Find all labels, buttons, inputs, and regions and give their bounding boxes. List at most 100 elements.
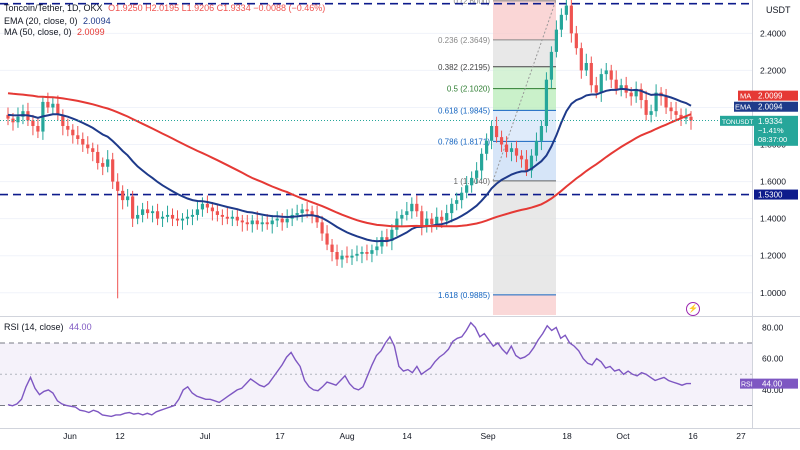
candle-body — [131, 196, 135, 219]
candle-body — [160, 216, 165, 219]
candle-body — [66, 126, 70, 130]
candle-body — [554, 29, 558, 52]
candle-body — [619, 85, 623, 89]
support-resistance-lines — [0, 2, 752, 196]
fib-zone — [493, 88, 556, 111]
candle-body — [61, 114, 65, 126]
candle-body — [634, 88, 638, 97]
rsi-tick-label: 80.00 — [762, 322, 784, 332]
candle-body — [504, 144, 509, 152]
lightning-icon[interactable]: ⚡ — [686, 302, 700, 316]
time-tick-label: Jul — [200, 431, 211, 441]
rsi-tag-value-box — [754, 378, 798, 389]
candle-body — [255, 220, 259, 225]
candle-body — [544, 79, 549, 126]
candle-body — [425, 218, 429, 227]
candle-body — [475, 170, 479, 178]
candle-body — [136, 214, 140, 219]
ema-legend-value: 2.0094 — [83, 16, 111, 26]
ema-legend[interactable]: EMA (20, close, 0) 2.0094 — [4, 16, 111, 27]
candle-body — [674, 111, 678, 115]
candle-body — [689, 116, 693, 121]
candle-body — [46, 101, 50, 108]
candle-body — [265, 222, 269, 225]
candle-body — [604, 70, 608, 75]
candle-body — [405, 211, 409, 215]
time-tick-label: 18 — [562, 431, 572, 441]
fib-zone — [493, 39, 556, 67]
candle-body — [340, 255, 344, 260]
fib-zone — [493, 66, 556, 89]
candle-body — [155, 211, 160, 219]
candle-body — [669, 107, 673, 112]
candle-body — [375, 246, 379, 251]
rsi-legend[interactable]: RSI (14, close) 44.00 — [4, 322, 92, 333]
ema-tag-value-box — [754, 101, 798, 112]
candle-body — [480, 153, 484, 171]
candle-body — [649, 111, 653, 115]
ohlc-readout: O1.9250 H2.0195 L1.9206 C1.9334 −0.0088 … — [108, 3, 326, 13]
candle-body — [465, 185, 469, 193]
price-tick-label: 1.0000 — [760, 288, 786, 298]
candle-body — [440, 216, 444, 221]
candle-body — [101, 163, 105, 167]
candle-body — [410, 203, 414, 212]
candle-body — [91, 148, 95, 152]
ema-20-line — [7, 87, 692, 243]
ema-tag-badge — [734, 101, 754, 112]
candle-body — [514, 148, 519, 156]
candle-body — [489, 126, 494, 141]
price-tick-label: 1.2000 — [760, 251, 786, 261]
fib-level-label: 0.236 (2.3649) — [438, 36, 490, 45]
fib-zone — [493, 180, 556, 295]
time-tick-label: 27 — [736, 431, 746, 441]
candle-body — [230, 216, 234, 219]
candle-body — [270, 220, 274, 225]
candle-body — [435, 216, 439, 225]
time-tick-label: 16 — [688, 431, 698, 441]
candle-body — [564, 5, 568, 15]
ma-tag-badge — [738, 90, 754, 101]
candle-body — [330, 244, 334, 252]
candle-body — [584, 63, 588, 71]
candle-body — [315, 214, 319, 223]
candle-body — [684, 116, 688, 119]
candle-body — [205, 203, 210, 208]
fib-level-label: 0.5 (2.1020) — [447, 85, 490, 94]
rsi-legend-label: RSI (14, close) — [4, 322, 64, 332]
candle-body — [524, 159, 529, 171]
candle-body — [534, 140, 539, 156]
price-tags: MA 2.0099 EMA 2.0094 TONUSDT 1.9334−1.41%08:3… — [720, 90, 798, 389]
candle-body — [170, 214, 175, 219]
fibonacci-retracement: 0 (2.6000)0.236 (2.3649)0.382 (2.2195)0.… — [438, 0, 557, 315]
price-tick-label: 1.4000 — [760, 214, 786, 224]
rsi-tag-value: 44.00 — [762, 380, 783, 389]
candlestick-series — [6, 0, 693, 299]
candle-body — [185, 216, 190, 219]
candle-body — [644, 100, 648, 115]
candle-body — [400, 214, 404, 219]
fib-zone — [493, 294, 556, 315]
candle-body — [86, 144, 90, 149]
candle-body — [509, 148, 514, 152]
candle-body — [56, 103, 60, 115]
candle-body — [6, 114, 10, 119]
candle-body — [250, 220, 254, 225]
fib-level-label: 0.786 (1.8171) — [438, 137, 490, 146]
bar-countdown: 08:37:00 — [758, 135, 787, 144]
candle-body — [51, 103, 55, 108]
candle-body — [195, 209, 200, 215]
rsi-legend-value: 44.00 — [69, 322, 92, 332]
candle-body — [245, 222, 249, 225]
rsi-line — [7, 321, 691, 418]
ma-50-line — [7, 92, 692, 228]
ma-legend[interactable]: MA (50, close, 0) 2.0099 — [4, 27, 105, 38]
candle-body — [370, 250, 374, 254]
rsi-tag-text: RSI — [741, 382, 753, 389]
last-price-box — [754, 115, 798, 146]
candle-body — [420, 211, 424, 227]
candle-body — [285, 218, 289, 223]
